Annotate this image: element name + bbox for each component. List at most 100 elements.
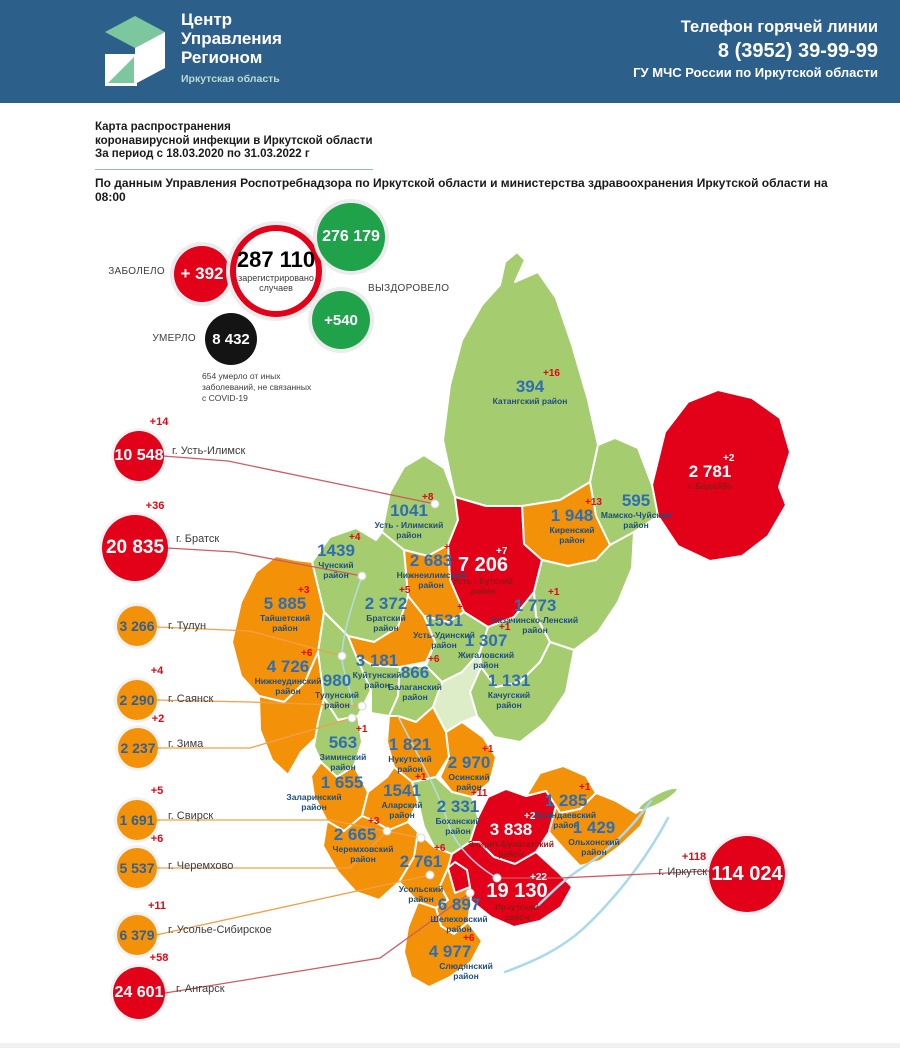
sick-delta-circle: + 392 [174, 246, 230, 302]
region-label-ziminsky: +1 563 Зиминский район [320, 724, 368, 773]
city-circle-usolye: 6 379 [117, 915, 157, 955]
region-value-taishetsky: 5 885 [263, 594, 307, 613]
region-name-bokhansky: Боханский район [435, 816, 481, 836]
region-value-kachugsky: 1 131 [487, 671, 531, 690]
region-name-osinsky: Осинский район [448, 772, 490, 792]
region-name-alarsky: Аларский район [381, 800, 423, 820]
header: Центр Управления Регионом Иркутская обла… [0, 0, 900, 103]
region-delta-chunsky: +4 [348, 532, 361, 543]
region-label-kazachinsko: +1 1 773 Казачинско-Ленский район [491, 587, 579, 636]
region-name-cheremkhovsky: Черемховский район [332, 844, 394, 864]
region-value-nukutsky: 1 821 [388, 735, 432, 754]
region-name-bayandaevsky: Баяндаевский район [535, 810, 597, 830]
sick-label: ЗАБОЛЕЛО [108, 266, 165, 277]
region-value-bayandaevsky: 1 285 [544, 791, 588, 810]
baikal-west-shore [534, 799, 653, 909]
region-delta-bayandaevsky: +1 [578, 782, 591, 793]
region-label-ust-ilimsky: +8 1041 Усть - Илимский район [375, 492, 444, 541]
region-value-ziminsky: 563 [328, 733, 358, 752]
logo: Центр Управления Регионом Иркутская обла… [95, 10, 282, 94]
region-name-bodaibinsky: г. Бодайбо [687, 481, 733, 491]
region-label-kirensky: +13 1 948 Киренский район [550, 497, 602, 546]
region-label-shelekhovsky: 6 897 Шелеховский район [430, 895, 487, 935]
registered-value: 287 110 [236, 247, 316, 272]
dot-cheremkhovo [382, 826, 392, 836]
recovered-value: 276 179 [322, 228, 380, 245]
region-label-katangsky: +16 394 Катангский район [493, 368, 568, 407]
region-value-ust-kutsky: 7 206 [457, 554, 509, 576]
recovered-label: ВЫЗДОРОВЕЛО [368, 283, 450, 294]
recovered-delta-circle: +540 [312, 291, 370, 349]
dot-zima [347, 713, 357, 723]
region-value-bodaibinsky: 2 781 [688, 462, 732, 481]
region-label-balagansky: +6 866 Балаганский район [388, 654, 442, 703]
connector-usolye [155, 874, 431, 936]
city-delta-angarsk: +58 [149, 952, 169, 964]
region-name-tulunsky: Тулунский район [314, 690, 360, 710]
connector-irkutsk [497, 870, 711, 879]
region-label-bodaibinsky: +2 2 781 г. Бодайбо [687, 453, 735, 492]
logo-line-1: Центр [181, 10, 233, 29]
died-footnote: 654 умерло от иных заболеваний, не связа… [202, 371, 312, 404]
sick-delta-value: + 392 [180, 264, 224, 283]
region-value-usolsky: 2 761 [399, 852, 443, 871]
region-delta-bokhansky: +11 [471, 788, 488, 799]
region-name-kazachinsko: Казачинско-Ленский район [491, 615, 579, 635]
city-circle-irkutsk: 114 024 [709, 836, 785, 912]
region-label-osinsky: +1 2 970 Осинский район [448, 744, 494, 793]
city-circle-zima: 2 237 [118, 728, 158, 768]
region-name-kuytunsky: Куйтунский район [352, 670, 402, 690]
died-label: УМЕРЛО [152, 333, 196, 344]
region-value-nizhneudinsky: 4 726 [266, 657, 310, 676]
logo-cube-icon [105, 16, 165, 86]
city-circle-cheremkhovo: 5 537 [117, 848, 157, 888]
region-value-bokhansky: 2 331 [436, 797, 480, 816]
dot-tulun [337, 651, 347, 661]
recovered-delta-value: +540 [324, 311, 358, 329]
region-name-zalarinsky: Заларинский район [286, 792, 342, 812]
region-name-nizhneilimsky: Нижнеилимский район [396, 570, 466, 590]
region-name-nukutsky: Нукутский район [388, 754, 432, 774]
region-value-kazachinsko: 1 773 [513, 596, 557, 615]
city-value-cheremkhovo: 5 537 [119, 860, 155, 876]
region-shape-sludyansky [403, 901, 483, 988]
region-delta-ust-ilimsky: +8 [421, 492, 434, 503]
olkhon-island-shape [637, 786, 679, 812]
city-circle-sayansk: 2 290 [117, 680, 157, 720]
region-value-balagansky: 866 [400, 663, 430, 682]
dot-irkutsk [492, 873, 502, 883]
city-value-angarsk: 24 601 [114, 984, 164, 1001]
region-shape-olkhonsky [548, 792, 652, 867]
city-value-sayansk: 2 290 [119, 692, 155, 708]
region-value-sludyansky: 4 977 [428, 942, 472, 961]
region-label-kuytunsky: 3 181 Куйтунский район [353, 651, 402, 691]
region-delta-ziminsky: +1 [355, 724, 368, 735]
region-name-ust-kutsky: Усть - Кутский район [453, 576, 513, 596]
region-shape-bodaibinsky [651, 389, 791, 562]
registered-caption: зарегистрировано случаев [238, 273, 314, 293]
region-name-taishetsky: Тайшетский район [259, 613, 311, 633]
city-delta-irkutsk: +118 [681, 851, 707, 863]
region-delta-nizhneudinsky: +6 [301, 648, 313, 659]
region-label-ekhirit: +2 3 838 Эхирит-Булагатский район [468, 811, 554, 860]
region-label-nizhneudinsky: +6 4 726 Нижнеудинский район [255, 648, 322, 697]
region-delta-balagansky: +6 [428, 654, 440, 665]
city-delta-ust-ilimsk: +14 [149, 416, 169, 428]
connector-tulun [156, 626, 343, 657]
region-label-bratsky: +5 2 372 Братский район [365, 585, 411, 634]
region-name-ust-udinsky: Усть-Удинский район [413, 630, 475, 650]
city-value-bratsk: 20 835 [105, 537, 165, 558]
region-value-nizhneilimsky: 2 683 [409, 551, 453, 570]
region-name-usolsky: Усольский район [398, 884, 444, 904]
region-label-nukutsky: 1 821 Нукутский район [388, 735, 431, 775]
dot-bratsk [357, 571, 367, 581]
region-shape-osinsky [439, 721, 497, 798]
city-name-zima: г. Зима [168, 738, 204, 750]
city-value-usolye: 6 379 [119, 927, 155, 943]
connector-angarsk [164, 892, 471, 994]
city-name-sayansk: г. Саянск [168, 693, 214, 705]
region-delta-taishetsky: +3 [298, 585, 310, 596]
connector-ust-ilimsk [162, 455, 436, 505]
region-value-ust-ilimsky: 1041 [390, 501, 428, 520]
